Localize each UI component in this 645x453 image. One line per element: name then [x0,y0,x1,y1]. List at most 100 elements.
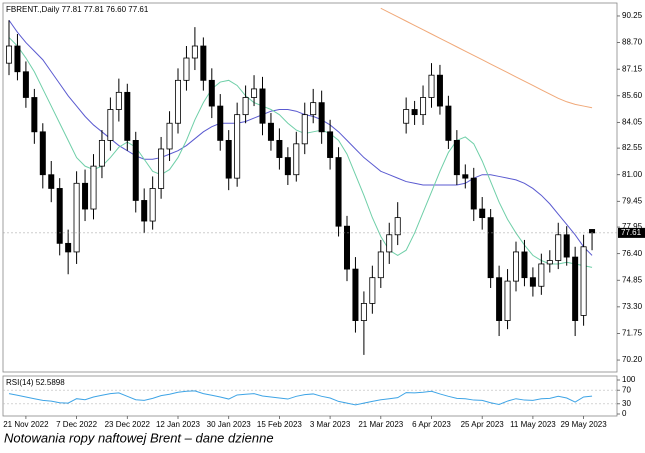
candle-body [555,234,562,261]
candle-body [394,217,401,236]
y-tick-label: 76.40 [622,249,643,258]
candle-body [428,74,435,98]
candle-body [31,97,38,133]
candle-body [191,45,198,59]
x-tick-label: 23 Dec 2022 [105,420,151,429]
candle-body [563,234,570,258]
candle-body [65,242,72,253]
candle-body [22,71,29,98]
candle-body [39,131,46,176]
candle-body [546,260,553,265]
y-tick-label: 81.00 [622,170,643,179]
candle-body [82,182,89,210]
y-tick-label: 100 [622,375,636,384]
candle-body [6,45,12,64]
candle-body [445,105,452,141]
y-tick-label: 70.20 [622,355,643,364]
candle-body [436,74,443,107]
candle-body [158,148,165,189]
candle-body [403,109,410,124]
candle-body [360,303,367,321]
candle-body [310,102,317,116]
candle-body [377,251,384,279]
candle-body [538,263,545,287]
axes: 90.25 88.70 87.15 85.60 84.05 82.55 81.00 79.45… [3,11,645,429]
candle-body [183,57,190,81]
candle-body [386,234,393,253]
candle-body [572,256,579,321]
candle-body [301,114,308,145]
x-tick-label: 6 Apr 2023 [412,420,451,429]
y-tick-label: 74.85 [622,275,643,284]
candle-body [259,88,266,124]
candle-body [529,277,536,287]
candle-body [124,91,131,141]
candle-body [580,246,587,316]
candle-body [48,174,55,189]
y-tick-label: 71.75 [622,329,643,338]
x-tick-label: 3 Mar 2023 [310,420,351,429]
candle-body [352,268,359,321]
candle-body [217,105,224,141]
candle-body [149,188,156,222]
candle-body [327,131,334,158]
candle-body [318,102,325,133]
candle-body [225,139,232,179]
x-tick-label: 21 Mar 2023 [358,420,403,429]
x-tick-label: 21 Nov 2022 [3,420,49,429]
candle-body [343,225,350,270]
candle-body [200,45,207,81]
rsi-line [8,390,593,406]
y-tick-label: 90.25 [622,11,643,20]
candle-body [208,79,215,107]
x-tick-label: 11 May 2023 [510,420,556,429]
y-tick-label: 30 [622,399,631,408]
candle-body [335,157,342,227]
rsi-pane [2,375,618,417]
x-tick-label: 12 Jan 2023 [156,420,201,429]
y-tick-label: 77.95 [622,222,643,231]
candle-body [276,139,283,158]
y-tick-label: 85.60 [622,91,643,100]
candle-body [513,251,520,282]
last-price-box [618,227,645,238]
candle-body [521,251,528,279]
y-tick-label: 79.45 [622,196,643,205]
candle-body [166,122,173,150]
price-pane [2,2,618,373]
caption: Notowania ropy naftowej Brent – dane dzi… [4,430,274,445]
candle-body [56,188,63,244]
y-tick-label: 87.15 [622,64,643,73]
candle-body [504,280,511,321]
y-tick-label: 84.05 [622,117,643,126]
moving-average [8,19,593,256]
candle-body [251,88,258,98]
candle-body [411,109,418,116]
candle-body [242,97,249,116]
y-tick-label: 70 [622,385,631,394]
x-tick-label: 30 Jan 2023 [207,420,252,429]
candle-body [267,122,274,141]
x-tick-label: 25 Apr 2023 [461,420,505,429]
candle-body [589,229,596,234]
candle-body [132,139,139,201]
candle-body [107,109,114,141]
x-tick-label: 15 Feb 2023 [257,420,302,429]
candle-body [90,165,97,210]
candle-body [453,139,460,176]
candle-body [98,139,105,167]
candle-body [479,208,486,219]
x-tick-label: 29 May 2023 [560,420,607,429]
y-tick-label: 0 [622,409,627,418]
y-tick-label: 73.30 [622,302,643,311]
candle-body [73,182,80,253]
candle-body [115,91,122,110]
candle-body [462,174,469,179]
candle-body [420,97,427,116]
candle-body [369,277,376,304]
candle-body [470,177,477,210]
candle-body [174,79,181,124]
chart-header: FBRENT.,Daily 77.81 77.81 76.60 77.61 [6,5,149,14]
candle-body [293,143,300,176]
